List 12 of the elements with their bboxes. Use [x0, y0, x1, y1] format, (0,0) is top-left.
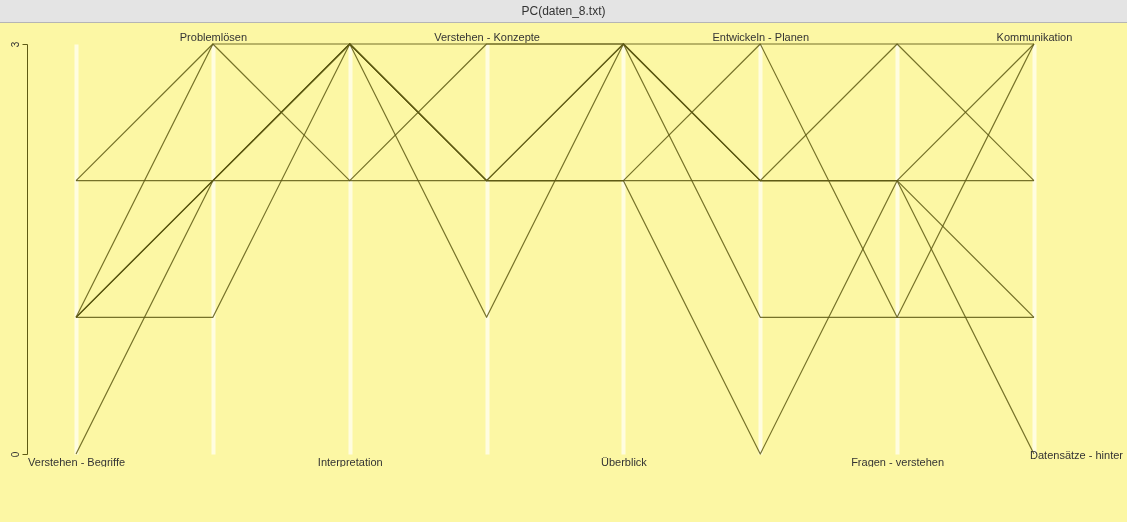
x-tick-label: Überblick: [600, 455, 648, 468]
x-tick-label: Fragen - verstehen: [851, 455, 945, 468]
x-tick-label: Problemlösen: [179, 30, 248, 43]
x-tick-label: Kommunikation: [996, 30, 1073, 43]
x-tick-label: Verstehen - Begriffe: [28, 455, 126, 468]
y-tick-label: 3: [9, 41, 21, 48]
x-tick-label: Interpretation: [317, 455, 383, 468]
x-tick-label: Entwickeln - Planen: [712, 30, 810, 43]
y-tick-label: 0: [9, 451, 21, 458]
chart-title: PC(daten_8.txt): [0, 0, 1127, 23]
x-tick-label: Verstehen - Konzepte: [434, 30, 540, 43]
annotation: Datensätze - hinter: [1030, 449, 1123, 461]
